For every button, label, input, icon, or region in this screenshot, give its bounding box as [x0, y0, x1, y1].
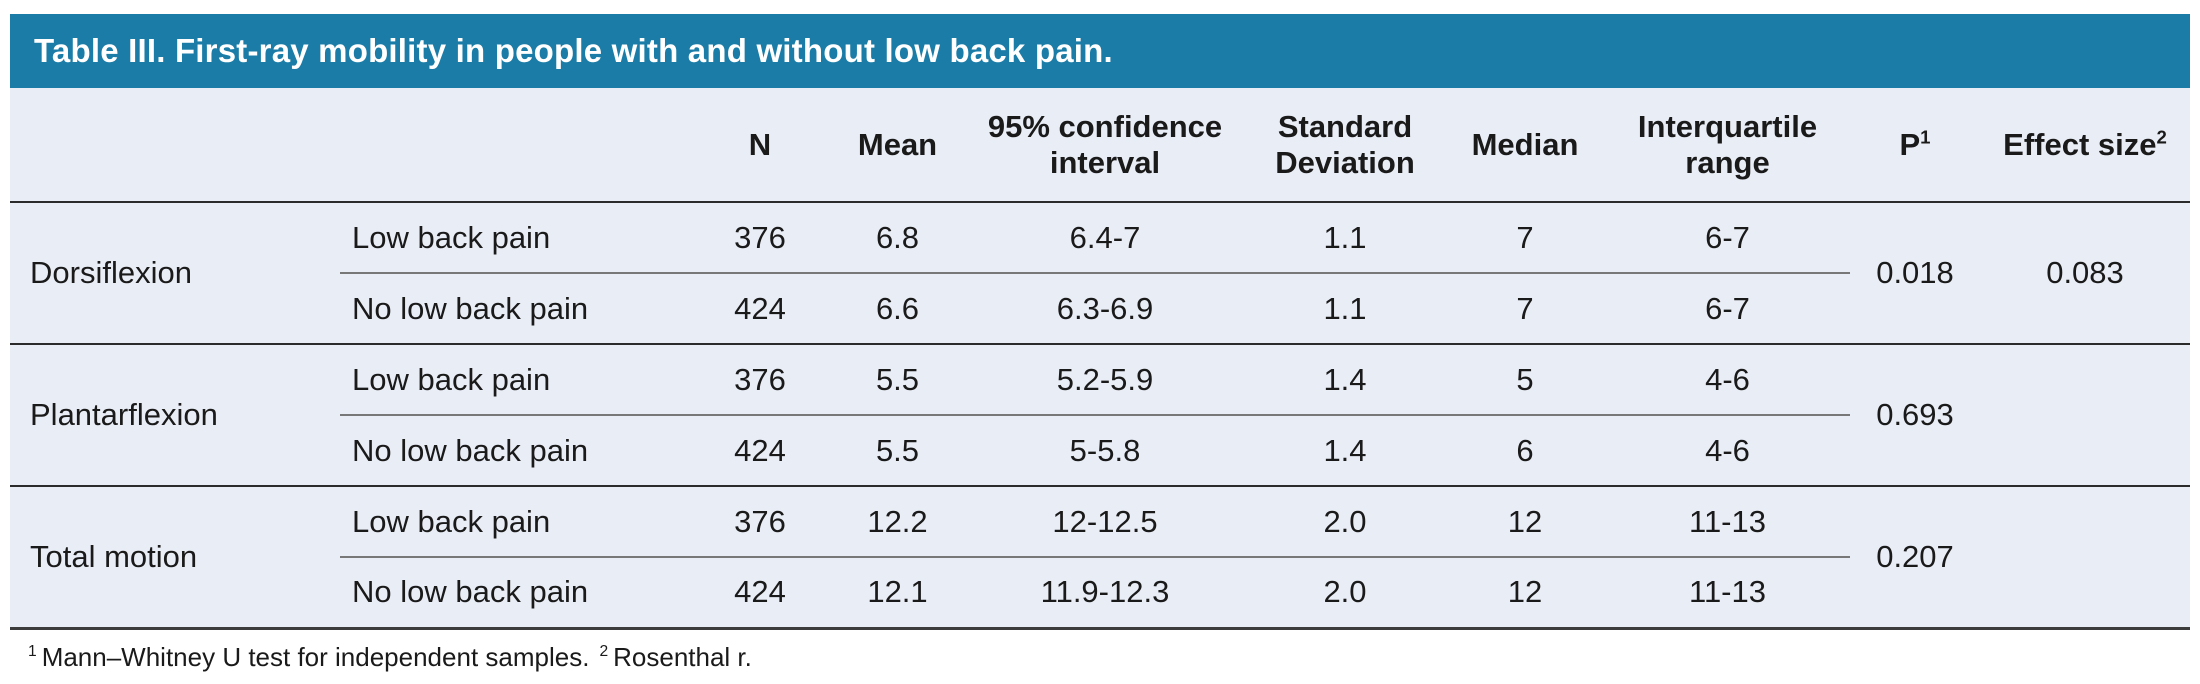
cell-interquartile-range: 6-7 — [1605, 202, 1850, 274]
table-title: Table III. First-ray mobility in people … — [34, 32, 1113, 69]
cell-interquartile-range: 11-13 — [1605, 486, 1850, 558]
cell-interquartile-range: 11-13 — [1605, 557, 1850, 630]
cell-median: 12 — [1445, 557, 1605, 630]
cell-standard-deviation: 1.1 — [1245, 202, 1445, 274]
cell-n: 424 — [690, 557, 830, 630]
cell-standard-deviation: 1.4 — [1245, 415, 1445, 487]
cell-interquartile-range: 4-6 — [1605, 344, 1850, 416]
cell-condition: Low back pain — [340, 344, 690, 416]
header-effect-size: Effect size2 — [1980, 88, 2190, 203]
cell-p-value: 0.693 — [1850, 344, 1980, 487]
footnote-superscript-1: 1 — [28, 642, 37, 660]
table-footnote: 1 Mann–Whitney U test for independent sam… — [10, 630, 2190, 673]
cell-mean: 5.5 — [830, 344, 965, 416]
data-table: N Mean 95% confidence interval Standard … — [10, 88, 2190, 630]
footnote-text-1: Mann–Whitney U test for independent samp… — [41, 641, 590, 672]
header-confidence-interval: 95% confidence interval — [965, 88, 1245, 203]
cell-n: 376 — [690, 344, 830, 416]
cell-median: 6 — [1445, 415, 1605, 487]
header-effect-size-superscript: 2 — [2156, 126, 2167, 148]
header-interquartile-range: Interquartile range — [1605, 88, 1850, 203]
header-rowlabel-spacer — [10, 88, 340, 203]
cell-condition: No low back pain — [340, 415, 690, 487]
cell-median: 12 — [1445, 486, 1605, 558]
cell-standard-deviation: 2.0 — [1245, 486, 1445, 558]
cell-standard-deviation: 1.4 — [1245, 344, 1445, 416]
header-median: Median — [1445, 88, 1605, 203]
cell-n: 376 — [690, 486, 830, 558]
group-label-total-motion: Total motion — [10, 486, 340, 630]
table-row: Dorsiflexion Low back pain 376 6.8 6.4-7… — [10, 202, 2190, 345]
cell-standard-deviation: 2.0 — [1245, 557, 1445, 630]
footnote-text-2: Rosenthal r. — [613, 641, 752, 672]
cell-mean: 6.6 — [830, 273, 965, 345]
table-row: No low back pain 424 12.1 11.9-12.3 2.0 … — [10, 557, 2190, 630]
header-effect-size-label: Effect size — [2003, 126, 2157, 162]
cell-mean: 12.1 — [830, 557, 965, 630]
header-p-value: P1 — [1850, 88, 1980, 203]
cell-confidence-interval: 5-5.8 — [965, 415, 1245, 487]
cell-median: 5 — [1445, 344, 1605, 416]
cell-effect-size: 0.083 — [1980, 202, 2190, 345]
cell-mean: 5.5 — [830, 415, 965, 487]
header-row: N Mean 95% confidence interval Standard … — [10, 88, 2190, 203]
cell-confidence-interval: 6.4-7 — [965, 202, 1245, 274]
cell-confidence-interval: 6.3-6.9 — [965, 273, 1245, 345]
cell-interquartile-range: 6-7 — [1605, 273, 1850, 345]
cell-condition: No low back pain — [340, 273, 690, 345]
header-standard-deviation: Standard Deviation — [1245, 88, 1445, 203]
cell-median: 7 — [1445, 273, 1605, 345]
cell-p-value: 0.207 — [1850, 486, 1980, 630]
cell-confidence-interval: 5.2-5.9 — [965, 344, 1245, 416]
table-row: No low back pain 424 5.5 5-5.8 1.4 6 4-6 — [10, 415, 2190, 487]
cell-median: 7 — [1445, 202, 1605, 274]
group-label-plantarflexion: Plantarflexion — [10, 344, 340, 487]
cell-p-value: 0.018 — [1850, 202, 1980, 345]
header-p-superscript: 1 — [1920, 126, 1931, 148]
footnote-superscript-2: 2 — [599, 642, 609, 660]
table-row: Total motion Low back pain 376 12.2 12-1… — [10, 486, 2190, 630]
group-label-dorsiflexion: Dorsiflexion — [10, 202, 340, 345]
cell-standard-deviation: 1.1 — [1245, 273, 1445, 345]
cell-condition: Low back pain — [340, 202, 690, 274]
cell-n: 376 — [690, 202, 830, 274]
header-mean: Mean — [830, 88, 965, 203]
table-title-bar: Table III. First-ray mobility in people … — [10, 14, 2190, 88]
cell-n: 424 — [690, 415, 830, 487]
cell-confidence-interval: 12-12.5 — [965, 486, 1245, 558]
cell-effect-size — [1980, 344, 2190, 487]
cell-effect-size — [1980, 486, 2190, 630]
table-row: No low back pain 424 6.6 6.3-6.9 1.1 7 6… — [10, 273, 2190, 345]
cell-interquartile-range: 4-6 — [1605, 415, 1850, 487]
cell-mean: 6.8 — [830, 202, 965, 274]
header-p-label: P — [1899, 126, 1921, 162]
table-row: Plantarflexion Low back pain 376 5.5 5.2… — [10, 344, 2190, 487]
cell-condition: Low back pain — [340, 486, 690, 558]
cell-mean: 12.2 — [830, 486, 965, 558]
cell-confidence-interval: 11.9-12.3 — [965, 557, 1245, 630]
header-condition-spacer — [340, 88, 690, 203]
header-n: N — [690, 88, 830, 203]
cell-condition: No low back pain — [340, 557, 690, 630]
cell-n: 424 — [690, 273, 830, 345]
